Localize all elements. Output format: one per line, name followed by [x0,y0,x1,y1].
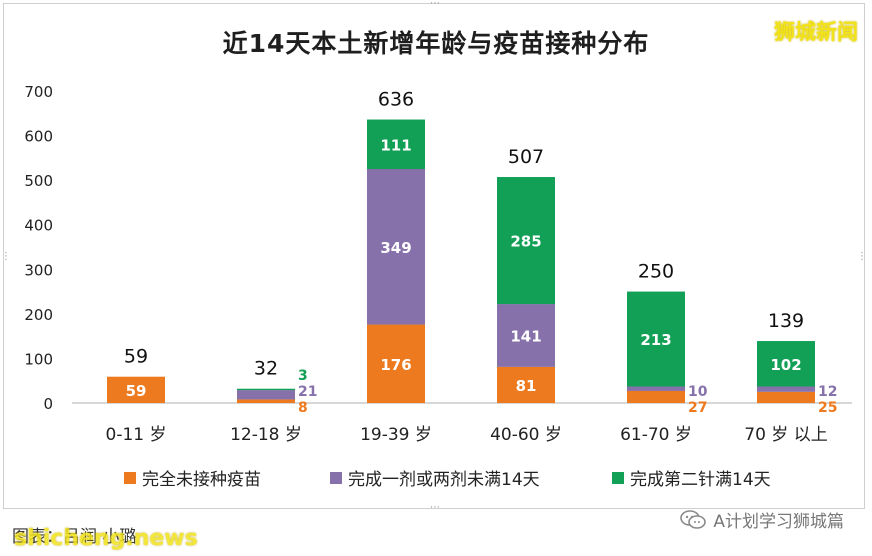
data-label: 3 [298,368,308,384]
data-label: 349 [380,239,411,257]
data-label: 102 [770,356,801,374]
y-tick-label: 0 [43,395,53,413]
y-tick-label: 600 [24,128,53,146]
x-tick-label: 0-11 岁 [106,425,167,445]
data-label: 21 [298,384,317,400]
total-label: 250 [638,261,674,283]
legend-label: 完成第二针满14天 [630,470,771,490]
bar-segment [627,390,685,403]
x-tick-label: 40-60 岁 [490,425,562,445]
y-tick-label: 700 [24,83,53,101]
x-tick-label: 61-70 岁 [620,425,692,445]
resize-handle-left[interactable]: ⋮ [1,251,11,262]
bar-segment [367,169,425,325]
bar-segment [757,386,815,392]
resize-handle-top[interactable]: ⋯ [430,0,440,9]
y-tick-label: 200 [24,306,53,324]
legend-label: 完全未接种疫苗 [142,470,261,490]
total-label: 507 [508,146,544,168]
bar-segment [627,386,685,391]
wechat-account-label: A计划学习狮城篇 [713,512,844,532]
bar-segment [497,304,555,367]
total-label: 32 [254,358,278,380]
total-label: 636 [378,89,414,111]
legend-swatch [612,472,624,484]
resize-handle-right[interactable]: ⋮ [857,251,867,262]
data-label: 25 [818,400,837,416]
bar-segment [237,390,295,400]
bar-segment [627,291,685,387]
y-tick-label: 100 [24,350,53,368]
data-label: 8 [298,400,308,416]
y-tick-label: 500 [24,172,53,190]
legend-swatch [330,472,342,484]
chart-title: 近14天本土新增年龄与疫苗接种分布 [222,29,650,58]
total-label: 139 [768,310,804,332]
data-label: 10 [688,384,708,400]
x-tick-label: 19-39 岁 [360,425,432,445]
data-label: 285 [510,233,541,251]
legend-swatch [124,472,136,484]
chart-caption: 图表：吕润 小璐 [12,527,137,547]
watermark-bottom: shicheng.news [14,526,198,551]
y-tick-label: 400 [24,217,53,235]
bar-segment [367,119,425,169]
data-label: 213 [640,331,671,349]
bar-segment [107,376,165,403]
data-label: 176 [380,356,411,374]
bar-segment [757,341,815,387]
chart-frame: ⋯ ⋯ ⋮ ⋮ [1,0,867,513]
data-label: 59 [126,382,147,400]
legend-label: 完成一剂或两剂未满14天 [348,470,540,490]
x-tick-label: 12-18 岁 [230,425,302,445]
x-tick-label: 70 岁 以上 [744,425,827,445]
data-label: 141 [510,327,541,345]
bar-segment [237,388,295,391]
bar-segment [367,324,425,403]
data-label: 81 [516,377,537,395]
wechat-icon [680,509,707,529]
data-label: 111 [380,136,411,154]
y-tick-label: 300 [24,261,53,279]
watermark-top: 狮城新闻 [774,20,858,44]
total-label: 59 [124,346,148,368]
wechat-account[interactable]: A计划学习狮城篇 [679,507,844,532]
bar-segment [497,366,555,403]
bar-segment [757,391,815,403]
bar-segment [497,177,555,305]
resize-handle-bottom[interactable]: ⋯ [430,502,440,513]
data-label: 12 [818,384,837,400]
data-label: 27 [688,400,707,416]
bar-segment [237,399,295,403]
